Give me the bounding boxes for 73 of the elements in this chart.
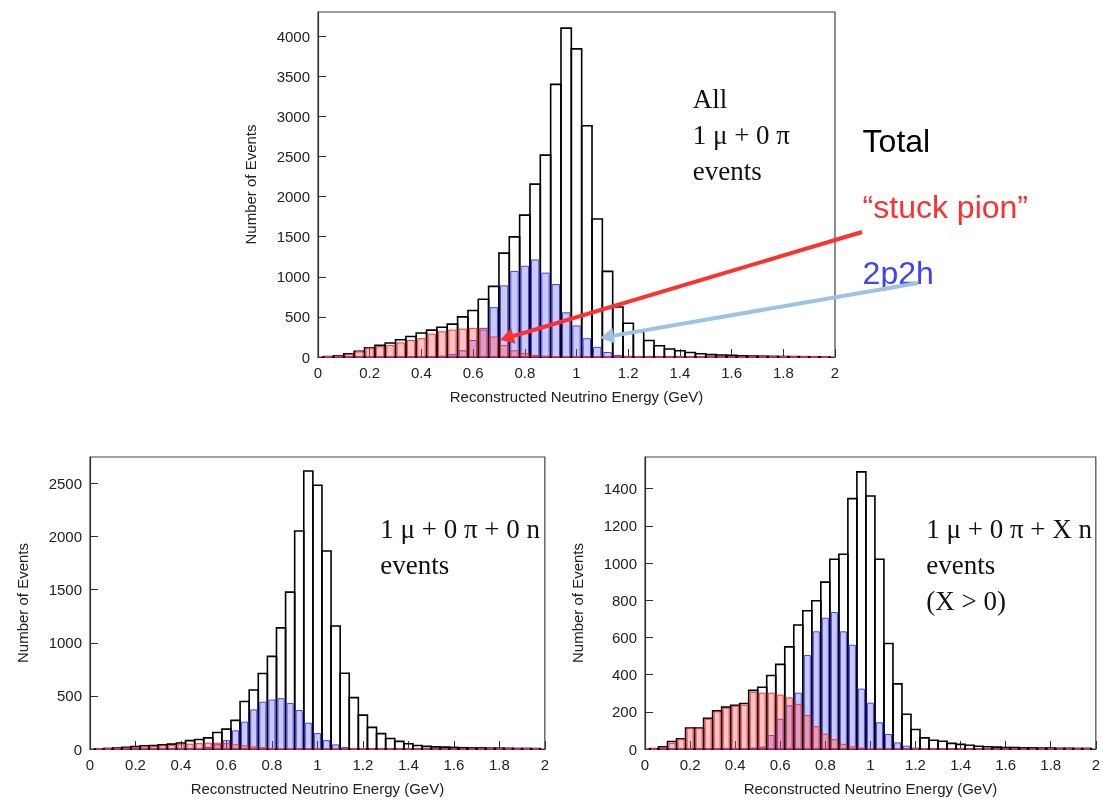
- text: 2p2h: [862, 255, 934, 291]
- x-tick-label: 1.4: [669, 364, 691, 381]
- x-axis-title: Reconstructed Neutrino Energy (GeV): [449, 388, 704, 405]
- x-tick-label: 1.6: [721, 364, 743, 381]
- x-tick-label: 0.4: [170, 756, 192, 773]
- x-tick-label: 1.2: [905, 756, 926, 773]
- annotation: 1 μ + 0 π + 0 n: [380, 513, 541, 544]
- x-tick-label: 1.4: [397, 756, 419, 773]
- x-tick-label: 2: [830, 364, 840, 381]
- y-tick-label: 1400: [603, 480, 637, 498]
- x-tick-label: 1: [313, 756, 322, 773]
- x-tick-label: 0.8: [514, 364, 536, 381]
- annotation: 1 μ + 0 π + X n: [926, 514, 1093, 544]
- x-tick-label: 0: [85, 756, 95, 773]
- text: “stuck pion”: [862, 189, 1028, 225]
- x-tick-label: 2: [540, 756, 549, 773]
- x-tick-label: 1.8: [1040, 756, 1062, 773]
- x-tick-label: 1.2: [352, 756, 374, 773]
- y-tick-label: 3500: [276, 67, 310, 85]
- y-tick-label: 200: [611, 703, 637, 721]
- y-tick-label: 2000: [48, 528, 82, 546]
- x-axis-title: Reconstructed Neutrino Energy (GeV): [190, 780, 445, 797]
- x-tick-label: 0.4: [724, 756, 746, 773]
- y-tick-label: 1000: [276, 268, 310, 286]
- annotation: 1 μ + 0 π: [692, 120, 791, 150]
- x-tick-label: 0.8: [814, 756, 836, 773]
- x-tick-label: 0.4: [410, 364, 432, 381]
- y-tick-label: 400: [611, 666, 637, 684]
- x-tick-label: 0: [313, 364, 323, 381]
- x-tick-label: 0.6: [769, 756, 791, 773]
- y-tick-label: 600: [611, 628, 637, 646]
- x-tick-label: 0.8: [261, 756, 283, 773]
- x-tick-label: 0.2: [359, 364, 381, 381]
- x-tick-label: 2: [1091, 756, 1100, 773]
- annotation: All: [692, 84, 728, 114]
- x-tick-label: 1.8: [488, 756, 510, 773]
- x-tick-label: 0: [640, 756, 650, 773]
- y-tick-label: 2500: [48, 475, 82, 493]
- y-tick-label: 0: [73, 740, 82, 758]
- annotation: events: [926, 550, 996, 580]
- y-tick-label: 1000: [48, 634, 82, 652]
- y-tick-label: 500: [56, 687, 82, 705]
- y-tick-label: 0: [628, 740, 637, 758]
- annotation: (X > 0): [926, 586, 1006, 616]
- y-tick-label: 1500: [276, 228, 310, 246]
- y-axis-title: Number of Events: [569, 542, 586, 664]
- y-tick-label: 1000: [603, 554, 637, 572]
- y-axis-title: Number of Events: [14, 542, 31, 664]
- y-tick-label: 2000: [276, 188, 310, 206]
- x-tick-label: 1: [572, 364, 581, 381]
- x-tick-label: 0.2: [125, 756, 146, 773]
- x-tick-label: 1.8: [772, 364, 794, 381]
- x-tick-label: 0.6: [462, 364, 484, 381]
- x-tick-label: 1.2: [617, 364, 639, 381]
- y-axis-title: Number of Events: [242, 124, 259, 245]
- x-tick-label: 1.6: [995, 756, 1017, 773]
- x-tick-label: 1: [866, 756, 875, 773]
- y-tick-label: 1500: [48, 581, 82, 599]
- y-tick-label: 1200: [603, 517, 637, 535]
- annotation: events: [692, 156, 762, 186]
- y-tick-label: 4000: [276, 27, 310, 45]
- x-tick-label: 1.4: [950, 756, 972, 773]
- text: Total: [862, 123, 931, 159]
- x-axis-title: Reconstructed Neutrino Energy (GeV): [743, 780, 998, 797]
- annotation: events: [380, 549, 450, 580]
- y-tick-label: 800: [611, 591, 637, 609]
- y-tick-label: 500: [284, 308, 310, 326]
- y-tick-label: 0: [301, 348, 310, 366]
- x-tick-label: 1.6: [443, 756, 465, 773]
- y-tick-label: 2500: [276, 147, 310, 165]
- y-tick-label: 3000: [276, 107, 310, 125]
- x-tick-label: 0.6: [216, 756, 237, 773]
- x-tick-label: 0.2: [679, 756, 701, 773]
